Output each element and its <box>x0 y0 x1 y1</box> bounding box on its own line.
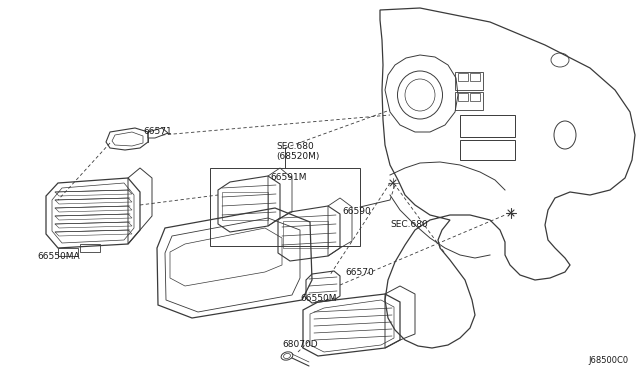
Bar <box>470 93 480 101</box>
Text: 66590: 66590 <box>342 207 371 216</box>
Bar <box>458 93 468 101</box>
Text: J68500C0: J68500C0 <box>588 356 628 365</box>
Text: 66550MA: 66550MA <box>37 252 79 261</box>
Text: 66591M: 66591M <box>270 173 307 182</box>
Bar <box>210 168 360 246</box>
Text: 68070D: 68070D <box>282 340 317 349</box>
Bar <box>455 72 483 90</box>
Text: 66550M: 66550M <box>300 294 337 303</box>
Text: SEC.680: SEC.680 <box>276 142 314 151</box>
Bar <box>460 140 515 160</box>
Text: (68520M): (68520M) <box>276 152 319 161</box>
Bar <box>222 192 268 220</box>
Bar <box>470 73 480 81</box>
Bar <box>458 73 468 81</box>
Text: 66571: 66571 <box>143 127 172 136</box>
Bar <box>283 221 328 248</box>
Text: SEC.680: SEC.680 <box>390 220 428 229</box>
Text: 66570: 66570 <box>345 268 374 277</box>
Bar <box>460 115 515 137</box>
Bar <box>455 92 483 110</box>
